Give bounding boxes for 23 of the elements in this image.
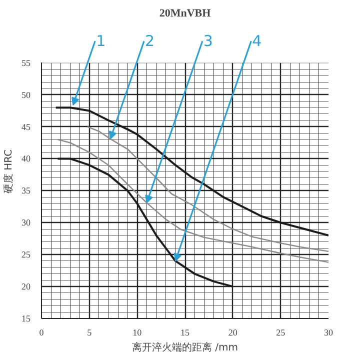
y-tick-label: 45 — [22, 122, 31, 132]
annotation: 1 — [96, 32, 106, 50]
annotation: 3 — [203, 32, 213, 50]
y-tick-label: 40 — [22, 154, 31, 164]
x-axis-title: 离开淬火端的距离 /mm — [132, 342, 238, 354]
x-tick-label: 0 — [39, 328, 44, 338]
x-tick-label: 30 — [324, 328, 334, 338]
y-tick-label: 55 — [22, 58, 31, 68]
y-tick-label: 20 — [22, 282, 31, 292]
x-tick-label: 20 — [228, 328, 238, 338]
y-tick-label: 25 — [22, 250, 31, 260]
y-tick-label: 15 — [22, 314, 31, 324]
y-tick-label: 30 — [22, 218, 31, 228]
x-tick-label: 5 — [87, 328, 92, 338]
x-tick-label: 25 — [276, 328, 286, 338]
y-tick-label: 35 — [22, 186, 31, 196]
annotation: 2 — [145, 32, 155, 50]
y-axis-title: 硬度 HRC — [2, 149, 14, 194]
y-tick-label: 50 — [22, 90, 31, 100]
chart-title: 20MnVBH — [159, 8, 212, 20]
x-tick-label: 10 — [132, 328, 142, 338]
annotation: 4 — [252, 32, 262, 50]
x-tick-label: 15 — [180, 328, 190, 338]
